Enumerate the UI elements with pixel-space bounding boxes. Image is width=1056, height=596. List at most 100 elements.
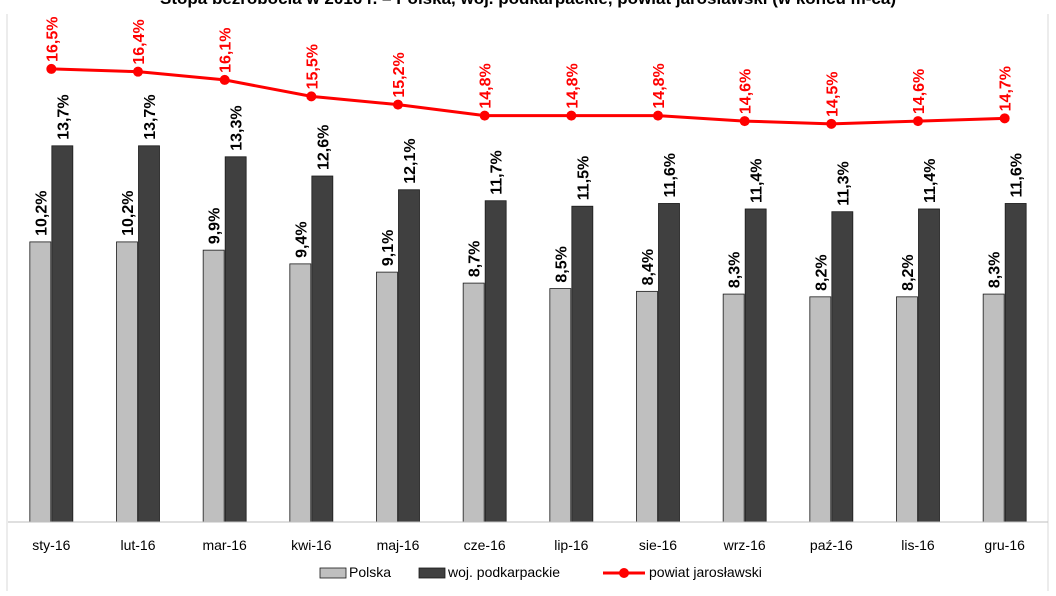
point-powiat-5 bbox=[479, 110, 490, 121]
bar-podkarpackie-0 bbox=[51, 145, 74, 523]
x-tick-label: sie-16 bbox=[639, 537, 677, 553]
legend: Polska woj. podkarpackie powiat jarosławsk… bbox=[319, 564, 762, 580]
data-label-powiat: 14,8% bbox=[478, 63, 495, 108]
legend-item: powiat jarosławski bbox=[603, 564, 762, 580]
data-label: 9,1% bbox=[380, 230, 397, 266]
data-label: 11,6% bbox=[662, 153, 679, 197]
data-label: 10,2% bbox=[33, 191, 50, 236]
legend-label: powiat jarosławski bbox=[649, 564, 762, 580]
data-label: 11,4% bbox=[749, 158, 766, 202]
bar-podkarpackie-11 bbox=[1004, 203, 1027, 523]
bar-polska-1 bbox=[116, 241, 138, 523]
data-label-powiat: 14,8% bbox=[651, 63, 668, 108]
legend-swatch bbox=[319, 567, 347, 579]
x-tick-label: lut-16 bbox=[120, 537, 155, 553]
bar-polska-10 bbox=[896, 296, 918, 523]
legend-item: Polska bbox=[319, 564, 391, 580]
data-label-powiat: 14,8% bbox=[564, 63, 581, 108]
point-powiat-10 bbox=[913, 116, 923, 127]
data-label-powiat: 16,4% bbox=[131, 19, 148, 64]
legend-label: Polska bbox=[349, 564, 391, 580]
bar-podkarpackie-7 bbox=[658, 203, 680, 523]
bar-podkarpackie-3 bbox=[311, 175, 334, 523]
point-powiat-7 bbox=[653, 110, 663, 121]
data-label: 8,3% bbox=[987, 252, 1004, 288]
legend-item: woj. podkarpackie bbox=[418, 564, 560, 580]
bar-polska-9 bbox=[809, 296, 832, 523]
data-label: 13,3% bbox=[229, 105, 246, 150]
data-label-powiat: 14,7% bbox=[998, 66, 1015, 111]
point-powiat-3 bbox=[306, 91, 317, 102]
bar-polska-7 bbox=[636, 290, 658, 523]
point-powiat-0 bbox=[46, 63, 57, 74]
data-label: 12,6% bbox=[315, 125, 332, 170]
x-tick-label: mar-16 bbox=[202, 537, 247, 553]
data-label-powiat: 14,5% bbox=[824, 71, 841, 116]
data-label-powiat: 14,6% bbox=[911, 69, 928, 114]
x-tick-label: lis-16 bbox=[901, 537, 935, 553]
data-label: 8,7% bbox=[467, 241, 484, 277]
x-tick-label: sty-16 bbox=[32, 537, 70, 553]
data-label: 8,3% bbox=[727, 252, 744, 288]
data-label: 8,2% bbox=[900, 254, 917, 290]
x-tick-label: cze-16 bbox=[464, 537, 506, 553]
legend-marker bbox=[619, 568, 629, 578]
data-label-powiat: 15,5% bbox=[304, 44, 321, 89]
bar-podkarpackie-4 bbox=[398, 189, 420, 523]
bar-podkarpackie-2 bbox=[224, 156, 247, 523]
point-powiat-4 bbox=[393, 99, 403, 110]
point-powiat-11 bbox=[999, 113, 1010, 124]
data-label: 11,7% bbox=[489, 150, 506, 194]
series-line-powiat bbox=[51, 67, 1005, 126]
bar-podkarpackie-5 bbox=[484, 200, 507, 523]
bar-polska-2 bbox=[202, 249, 225, 523]
data-label-powiat: 14,6% bbox=[738, 69, 755, 114]
chart-title: Stopa bezrobocia w 2016 r. – Polska, woj… bbox=[160, 0, 896, 8]
bar-polska-4 bbox=[376, 271, 398, 523]
point-powiat-6 bbox=[566, 110, 577, 121]
data-label: 8,5% bbox=[553, 246, 570, 282]
legend-label: woj. podkarpackie bbox=[447, 564, 560, 580]
bar-podkarpackie-9 bbox=[831, 211, 854, 523]
bar-podkarpackie-10 bbox=[918, 208, 940, 523]
x-tick-label: maj-16 bbox=[377, 537, 420, 553]
bar-polska-8 bbox=[722, 293, 745, 523]
data-label: 11,3% bbox=[835, 161, 852, 205]
data-label: 13,7% bbox=[55, 94, 72, 139]
x-tick-label: kwi-16 bbox=[291, 537, 332, 553]
x-tick-label: wrz-16 bbox=[723, 537, 766, 553]
bar-podkarpackie-6 bbox=[571, 205, 594, 523]
data-label: 12,1% bbox=[402, 138, 419, 183]
chart-frame bbox=[6, 14, 1049, 591]
data-label: 11,6% bbox=[1009, 153, 1026, 197]
point-powiat-9 bbox=[826, 118, 837, 129]
bar-polska-11 bbox=[982, 293, 1005, 523]
point-powiat-1 bbox=[133, 66, 143, 77]
data-label: 8,2% bbox=[813, 254, 830, 290]
x-tick-label: paź-16 bbox=[810, 537, 853, 553]
x-tick-label: lip-16 bbox=[554, 537, 588, 553]
point-powiat-2 bbox=[219, 74, 230, 85]
data-label: 13,7% bbox=[142, 94, 159, 139]
bar-polska-5 bbox=[462, 282, 485, 523]
plot-area: 10,2% 10,2% 9,9% 9,4% 9,1% 8,7% 8,5% 8,4% 8,3% 8,… bbox=[8, 17, 1048, 553]
data-label: 9,4% bbox=[293, 221, 310, 257]
x-tick-label: gru-16 bbox=[984, 537, 1025, 553]
data-label-powiat: 15,2% bbox=[391, 52, 408, 97]
data-label: 11,5% bbox=[575, 156, 592, 200]
bar-podkarpackie-8 bbox=[744, 208, 767, 523]
bar-polska-3 bbox=[289, 263, 312, 523]
legend-swatch bbox=[418, 567, 446, 579]
data-label-powiat: 16,1% bbox=[218, 28, 235, 73]
data-label: 10,2% bbox=[120, 191, 137, 236]
bar-polska-0 bbox=[29, 241, 52, 523]
data-label: 11,4% bbox=[922, 158, 939, 202]
data-label: 9,9% bbox=[207, 208, 224, 244]
data-label-powiat: 16,5% bbox=[44, 17, 61, 62]
point-powiat-8 bbox=[739, 116, 750, 127]
data-label: 8,4% bbox=[640, 249, 657, 285]
bar-polska-6 bbox=[549, 288, 572, 523]
bar-podkarpackie-1 bbox=[138, 145, 160, 523]
